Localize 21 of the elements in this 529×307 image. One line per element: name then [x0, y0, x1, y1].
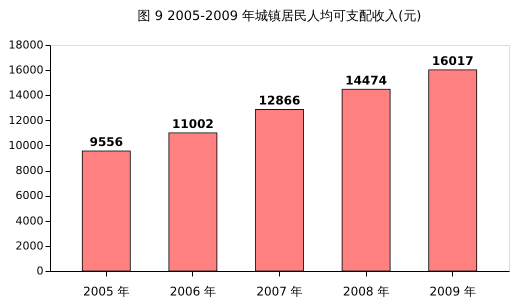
y-tick-label: 14000 — [8, 88, 44, 102]
y-tick-label: 0 — [36, 264, 44, 278]
x-tick-label: 2009 年 — [430, 284, 476, 298]
y-tick-label: 10000 — [8, 138, 44, 152]
x-tick-label: 2008 年 — [342, 284, 390, 298]
y-tick-label: 16000 — [8, 64, 44, 77]
y-tick-label: 6000 — [16, 189, 44, 202]
y-tick-label: 12000 — [8, 114, 44, 127]
data-label: 16017 — [432, 54, 474, 68]
x-tick-label: 2006 年 — [170, 284, 216, 298]
x-tick-label: 2007 年 — [256, 284, 303, 298]
y-tick-label: 8000 — [16, 164, 44, 178]
data-label: 9556 — [90, 135, 123, 150]
data-label: 12866 — [258, 93, 300, 108]
data-label: 14474 — [345, 73, 387, 88]
x-tick-label: 2005 年 — [83, 284, 130, 298]
y-tick-label: 2000 — [16, 239, 44, 252]
chart-title: 图 9 2005-2009 年城镇居民人均可支配收入(元) — [138, 9, 422, 24]
y-tick-label: 4000 — [16, 214, 44, 228]
y-tick-label: 18000 — [8, 38, 44, 52]
data-label: 11002 — [172, 116, 214, 131]
